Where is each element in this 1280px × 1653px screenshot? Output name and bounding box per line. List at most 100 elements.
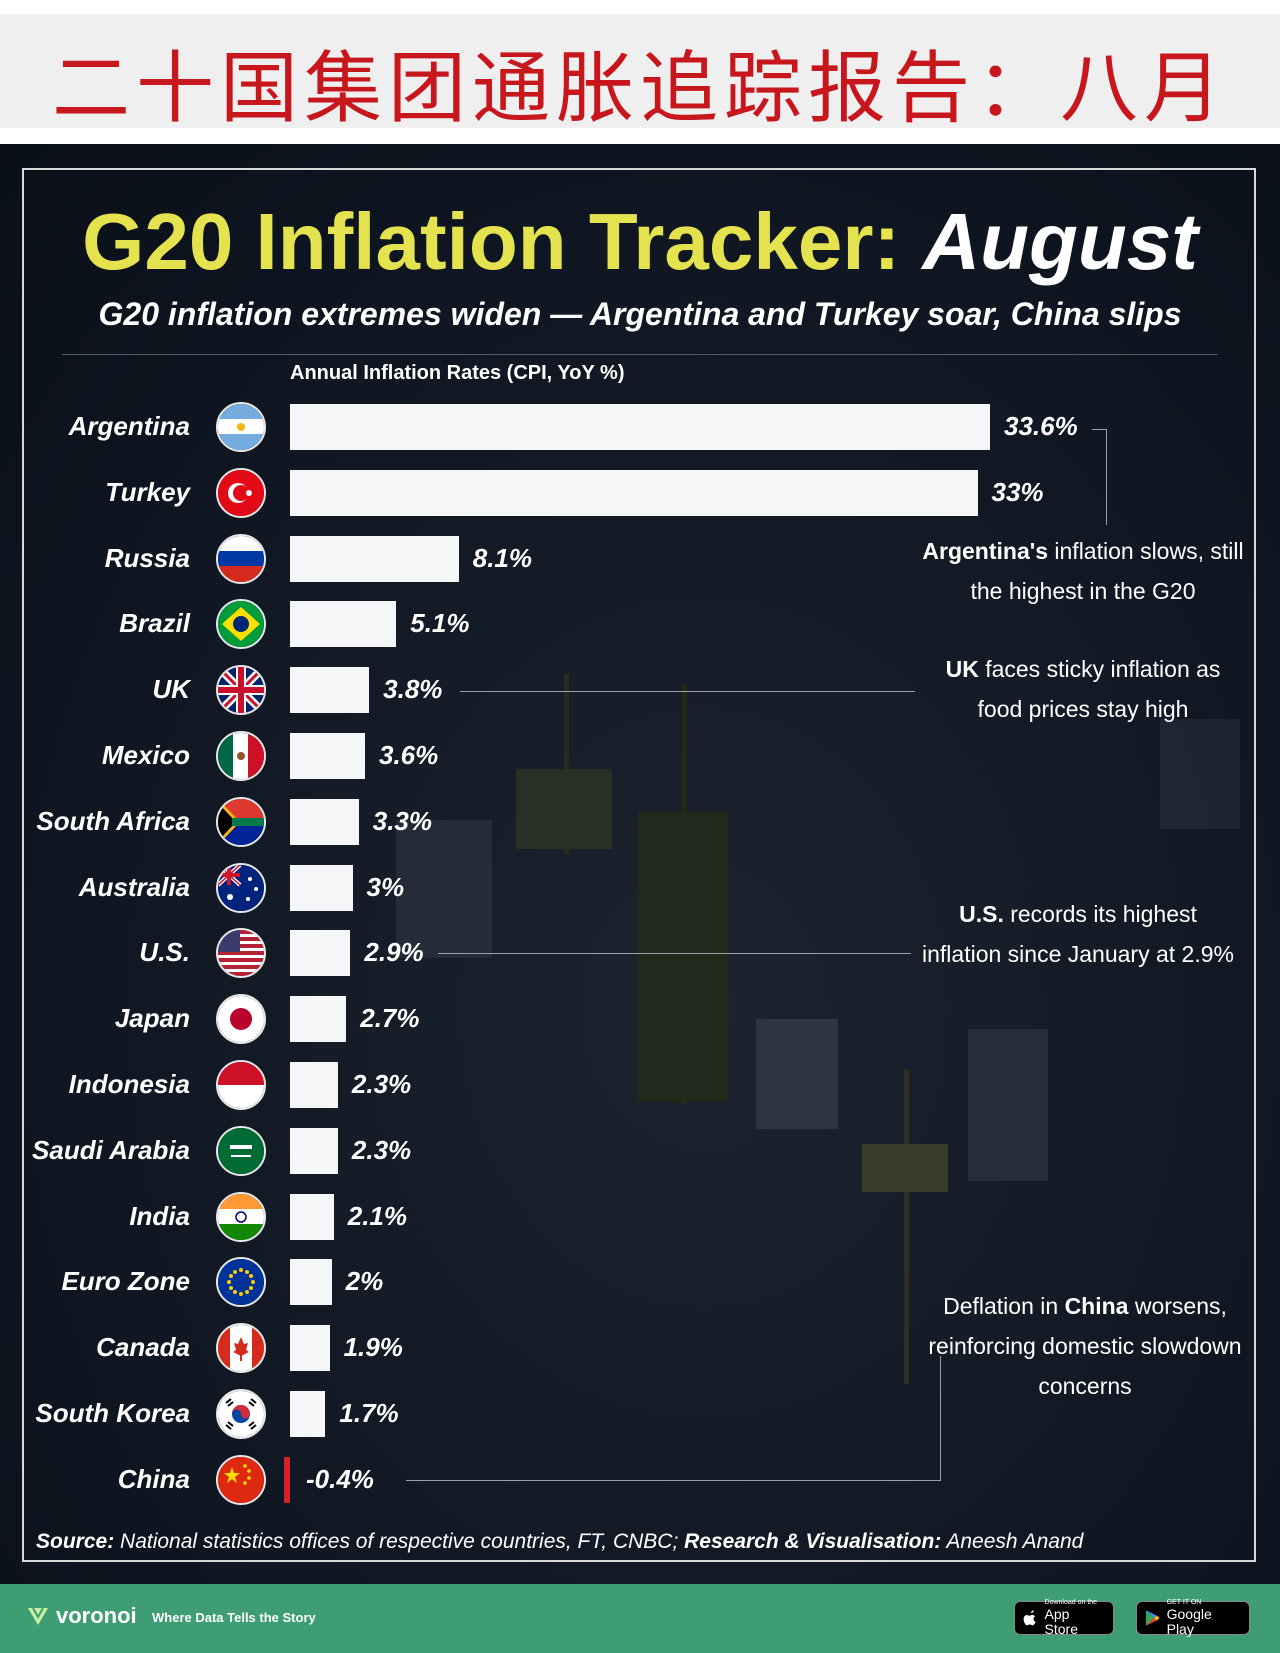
bg-candle-body [862,1144,948,1192]
chinese-title: 二十国集团通胀追踪报告：八月 [51,44,1228,134]
country-label-japan: Japan [114,1003,190,1034]
connector-china-v [940,1356,941,1481]
note-china-pre: Deflation in [943,1293,1065,1319]
google-play-icon [1145,1610,1160,1626]
india-flag-icon [216,1191,266,1242]
south-africa-flag-icon [216,796,266,847]
brand-name: voronoi [56,1603,137,1628]
value-label-uk: 3.8% [383,674,443,705]
bg-candle-body [396,820,492,958]
china-flag-icon [216,1454,266,1505]
turkey-flag-icon [216,467,266,518]
value-label-argentina: 33.6% [1004,411,1078,441]
title-month: August [922,197,1198,286]
note-china: Deflation in China worsens, reinforcing … [920,1286,1250,1406]
chinese-header-bar [0,14,1280,128]
bar-japan [290,996,347,1043]
value-label-mexico: 3.6% [379,740,439,770]
country-label-euro-zone: Euro Zone [61,1266,190,1297]
panel-border [22,168,1256,1562]
country-label-india: India [129,1200,190,1231]
bg-candle-body [968,1029,1048,1181]
connector-argentina-h [1092,429,1106,430]
bg-candle-body [1160,719,1240,829]
country-label-argentina: Argentina [68,411,190,441]
value-label-australia: 3% [366,871,405,902]
country-label-uk: UK [152,674,190,705]
bg-candle-wick [564,674,569,854]
country-label-us: U.S. [139,937,190,968]
country-label-brazil: Brazil [119,608,190,639]
note-us-text: records its highest inflation since Janu… [922,901,1234,967]
value-label-euro-zone: 2% [345,1266,384,1297]
bar-saudi-arabia [290,1127,338,1174]
note-argentina: Argentina's inflation slows, still the h… [918,531,1248,611]
app-store-small: Download on the [1044,1599,1098,1606]
value-label-india: 2.1% [347,1200,408,1231]
google-play-label: Google Play [1166,1606,1212,1637]
country-label-south-africa: South Africa [36,805,190,836]
value-label-china: -0.4% [306,1463,374,1494]
bar-argentina [290,404,990,450]
value-label-turkey: 33% [991,476,1044,507]
source-text: National statistics offices of respectiv… [114,1530,685,1553]
title-main: G20 Inflation Tracker: [82,197,901,286]
brazil-flag-icon [216,599,266,650]
us-flag-icon [216,928,266,979]
source-line: Source: National statistics offices of r… [36,1530,1083,1554]
bar-china [284,1456,290,1503]
note-us-bold: U.S. [959,901,1004,927]
uk-flag-icon [216,665,266,716]
connector-china-h [406,1480,940,1481]
connector-us [438,953,911,954]
brand-tagline: Where Data Tells the Story [152,1610,316,1625]
brand-logo[interactable]: voronoi [26,1603,137,1629]
bar-us [290,930,351,977]
connector-argentina-v [1106,429,1107,525]
bar-canada [290,1325,330,1372]
country-label-south-korea: South Korea [35,1398,190,1428]
google-play-small: GET IT ON [1166,1599,1202,1606]
country-label-canada: Canada [96,1332,190,1363]
chart-panel [0,144,1280,1584]
app-store-button[interactable]: Download on the App Store [1014,1599,1114,1637]
bar-russia [290,535,459,582]
australia-flag-icon [216,862,266,913]
note-uk-text: faces sticky inflation as food prices st… [977,656,1221,722]
bg-candle-body [638,812,728,1102]
value-label-canada: 1.9% [343,1332,403,1363]
value-label-south-africa: 3.3% [372,805,433,836]
argentina-flag-icon [216,402,266,452]
google-play-button[interactable]: GET IT ON Google Play [1136,1599,1250,1637]
bar-indonesia [290,1062,338,1108]
value-label-us: 2.9% [364,937,424,968]
russia-flag-icon [216,533,266,584]
value-label-brazil: 5.1% [410,608,470,639]
note-uk: UK faces sticky inflation as food prices… [922,649,1244,729]
title-separator [62,354,1218,355]
country-label-saudi-arabia: Saudi Arabia [32,1134,190,1165]
euro-zone-flag-icon [216,1257,266,1308]
credit-text: Aneesh Anand [941,1530,1084,1553]
note-us: U.S. records its highest inflation since… [922,894,1234,974]
value-label-russia: 8.1% [472,542,533,573]
country-label-russia: Russia [104,542,190,573]
bar-australia [290,864,353,911]
note-uk-bold: UK [945,656,979,682]
bar-india [290,1193,334,1240]
connector-uk [460,691,915,692]
chart-subtitle: G20 inflation extremes widen — Argentina… [98,296,1182,332]
country-label-mexico: Mexico [101,740,190,770]
note-argentina-bold: Argentina's [922,538,1049,564]
bar-south-africa [290,798,359,845]
bar-turkey [290,469,978,516]
axis-label: Annual Inflation Rates (CPI, YoY %) [290,362,625,384]
bar-euro-zone [290,1259,332,1306]
indonesia-flag-icon [216,1060,266,1110]
country-label-turkey: Turkey [105,476,190,507]
bg-candle-body [516,769,612,849]
bg-candle-body [756,1019,838,1129]
value-label-japan: 2.7% [360,1003,420,1034]
country-label-china: China [117,1463,190,1494]
canada-flag-icon [216,1323,266,1374]
